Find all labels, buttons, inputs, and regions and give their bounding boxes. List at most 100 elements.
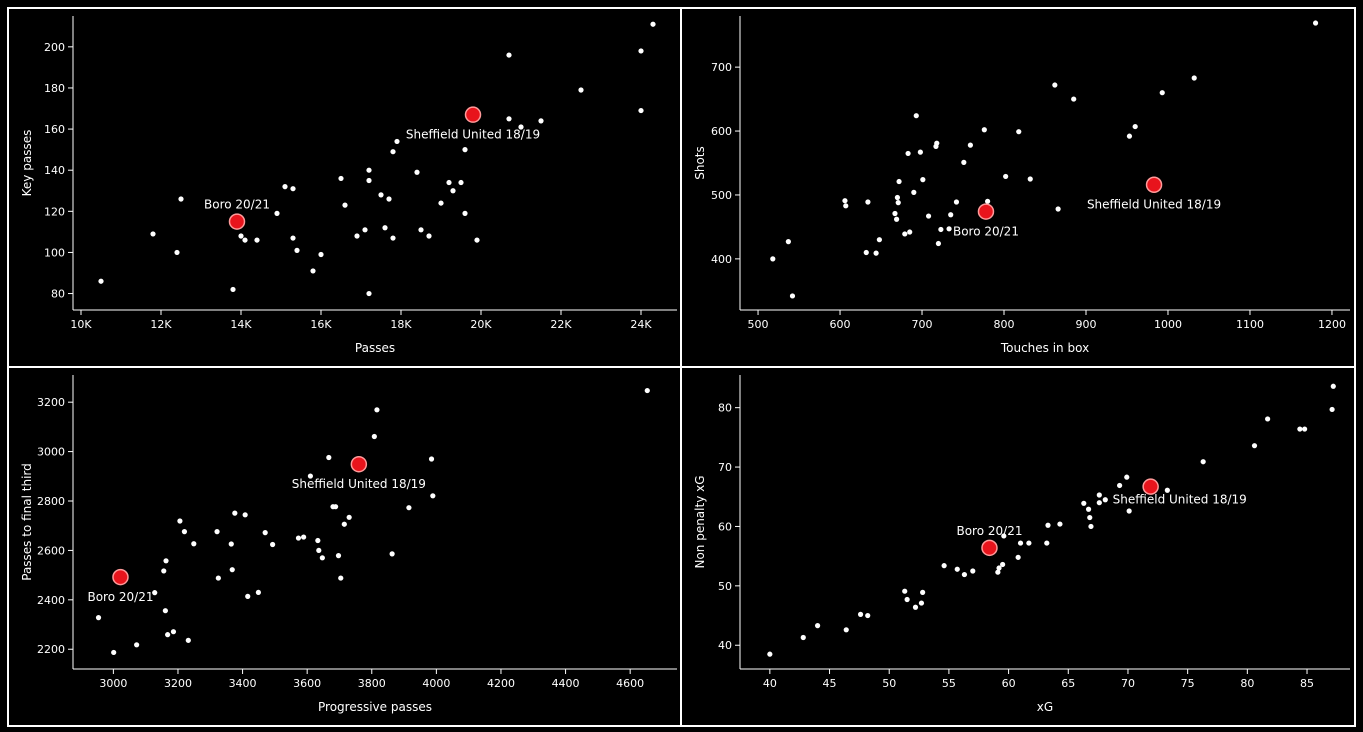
data-point	[458, 179, 464, 186]
data-point	[995, 569, 1001, 575]
data-point	[185, 637, 191, 643]
x-tick-label: 14K	[230, 318, 252, 331]
x-tick-label: 60	[1002, 677, 1016, 690]
y-tick-label: 200	[44, 41, 65, 54]
data-point	[925, 213, 932, 219]
data-point	[98, 278, 104, 284]
data-point	[228, 541, 234, 547]
data-point	[389, 551, 395, 557]
data-point	[953, 199, 960, 205]
scatter-chart-1: 500 600 700 800 900 1000 1100 1200 400 500 600 700 T…	[693, 16, 1350, 355]
data-point	[905, 150, 911, 157]
data-point	[474, 237, 480, 243]
data-point	[935, 240, 942, 247]
y-tick-label: 180	[44, 82, 65, 95]
data-point	[426, 233, 432, 239]
x-tick-label: 50	[882, 677, 896, 690]
data-point	[902, 231, 908, 237]
data-point	[907, 229, 913, 235]
data-point	[366, 167, 372, 173]
data-point	[229, 567, 235, 573]
data-point	[1126, 133, 1133, 139]
x-tick-label: 85	[1300, 677, 1314, 690]
x-tick-label: 70	[1121, 677, 1135, 690]
data-point	[262, 530, 268, 536]
data-point	[1057, 521, 1063, 527]
data-point	[178, 196, 184, 202]
data-point	[1001, 533, 1007, 539]
data-point	[301, 534, 307, 540]
y-tick-label: 50	[718, 580, 732, 593]
data-point	[341, 521, 347, 527]
data-point	[150, 231, 156, 237]
data-point	[191, 541, 197, 547]
x-tick-label: 3000	[99, 677, 127, 690]
data-point	[1124, 474, 1130, 480]
data-point	[450, 188, 456, 194]
data-point	[770, 256, 776, 262]
x-tick-label: 16K	[310, 318, 332, 331]
data-point	[1052, 82, 1058, 88]
data-point	[985, 198, 991, 204]
data-point	[428, 456, 435, 462]
data-point	[506, 116, 512, 122]
x-tick-label: 45	[823, 677, 837, 690]
x-axis-title: xG	[1037, 700, 1053, 714]
data-point	[1045, 522, 1051, 528]
data-point	[1044, 540, 1050, 546]
data-point	[282, 184, 288, 190]
x-tick-label: 22K	[550, 318, 572, 331]
y-tick-label: 2800	[37, 495, 65, 508]
data-point	[1164, 487, 1170, 493]
scatter-chart-2: 3000 3200 3400 3600 3800 4000 4200 4400 4600 2200…	[20, 375, 677, 714]
data-point	[430, 493, 436, 499]
data-point	[842, 198, 848, 204]
y-tick-label: 3000	[37, 446, 65, 459]
x-tick-label: 500	[748, 318, 769, 331]
data-point	[638, 107, 644, 114]
x-tick-label: 4200	[487, 677, 515, 690]
data-point	[904, 596, 910, 603]
data-point	[578, 87, 584, 93]
data-point	[996, 565, 1002, 571]
data-point	[865, 199, 871, 205]
y-axis-title: Non penalty xG	[693, 475, 707, 568]
data-point	[911, 189, 917, 195]
data-point	[1329, 406, 1335, 413]
y-tick-label: 160	[44, 123, 65, 136]
y-tick-label: 40	[718, 639, 732, 652]
highlight-point	[981, 539, 998, 557]
y-tick-label: 700	[711, 61, 732, 74]
data-point	[462, 147, 468, 153]
data-point	[917, 149, 923, 155]
data-point	[1302, 426, 1308, 432]
data-point	[390, 235, 396, 241]
data-point	[1117, 482, 1123, 489]
data-point	[961, 159, 967, 165]
x-tick-label: 3600	[293, 677, 321, 690]
data-point	[242, 237, 248, 243]
x-tick-label: 75	[1181, 677, 1195, 690]
data-point	[1000, 561, 1006, 568]
y-tick-label: 80	[718, 402, 732, 415]
data-point	[1015, 554, 1021, 560]
highlight-label: Boro 20/21	[87, 590, 153, 604]
x-tick-label: 18K	[390, 318, 412, 331]
data-point	[215, 575, 221, 581]
data-point	[981, 127, 987, 133]
data-point	[315, 537, 321, 544]
y-tick-label: 2600	[37, 544, 65, 557]
chart-panel-touches-shots: 500 600 700 800 900 1000 1100 1200 400 500 600 700 T…	[680, 7, 1356, 368]
data-point	[1081, 500, 1087, 506]
data-point	[1102, 497, 1108, 503]
x-axis-title: Touches in box	[1000, 341, 1089, 355]
data-point	[354, 233, 360, 239]
x-tick-label: 1000	[1154, 318, 1182, 331]
data-point	[230, 286, 236, 293]
data-point	[346, 514, 352, 520]
data-point	[366, 290, 372, 297]
data-point	[270, 541, 276, 548]
x-tick-label: 4600	[616, 677, 644, 690]
data-point	[290, 235, 296, 241]
data-point	[1126, 508, 1132, 514]
